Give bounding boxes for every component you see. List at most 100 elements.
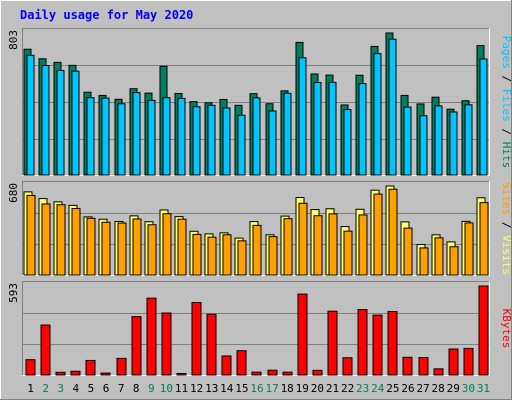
sites-bar-fill xyxy=(41,203,51,276)
sites-bar xyxy=(434,237,444,276)
files-bar xyxy=(41,65,50,176)
files-bar-fill xyxy=(237,114,246,176)
sites-bar-fill xyxy=(101,221,111,276)
files-bar-fill xyxy=(177,97,186,176)
kbytes-bar xyxy=(221,355,232,376)
sites-bar-fill xyxy=(283,218,293,276)
kbytes-bar-fill xyxy=(418,357,429,376)
kbytes-bar-fill xyxy=(448,348,459,376)
sites-bar-fill xyxy=(388,188,398,276)
x-tick-label: 23 xyxy=(356,382,369,395)
files-bar-fill xyxy=(86,97,95,176)
sites-bar xyxy=(117,222,127,276)
kbytes-bar-fill xyxy=(387,311,398,376)
sites-bar xyxy=(268,236,278,276)
sites-bar-fill xyxy=(298,202,308,276)
kbytes-bar xyxy=(236,350,247,376)
x-tick-label: 3 xyxy=(57,382,64,395)
kbytes-bar xyxy=(55,371,66,376)
hits-files-panel-axis-label-hits: Hits xyxy=(500,142,512,169)
kbytes-bar xyxy=(251,371,262,376)
files-bar xyxy=(388,38,397,176)
sites-bar-fill xyxy=(207,236,217,276)
files-bar-fill xyxy=(147,99,156,176)
x-tick-label: 30 xyxy=(462,382,475,395)
kbytes-bar-fill xyxy=(176,372,187,376)
files-bar-fill xyxy=(434,105,443,176)
files-bar xyxy=(343,109,352,176)
x-tick-label: 14 xyxy=(220,382,234,395)
sites-bar xyxy=(373,193,383,276)
kbytes-bar-fill xyxy=(221,355,232,376)
x-tick-label: 8 xyxy=(133,382,140,395)
x-tick-label: 4 xyxy=(73,382,80,395)
visits-sites-panel-axis-label-sites: Sites xyxy=(500,182,512,215)
kbytes-bar-fill xyxy=(312,369,323,376)
kbytes-bar-fill xyxy=(282,371,293,376)
kbytes-bar-fill xyxy=(236,350,247,376)
kbytes-bar xyxy=(40,324,51,376)
x-tick-label: 2 xyxy=(42,382,49,395)
x-tick-label: 5 xyxy=(88,382,95,395)
kbytes-bar-fill xyxy=(191,302,202,376)
kbytes-bar-fill xyxy=(251,371,262,376)
kbytes-bar xyxy=(357,309,368,376)
kbytes-bar xyxy=(463,347,474,376)
files-bar xyxy=(162,97,171,176)
hits-files-panel-axis-label-separator: / xyxy=(500,69,512,89)
files-bar-fill xyxy=(419,115,428,176)
kbytes-bar-fill xyxy=(146,297,157,376)
kbytes-bar xyxy=(448,348,459,376)
kbytes-bar-fill xyxy=(206,313,217,376)
kbytes-panel: 593 KBytes xyxy=(7,281,512,376)
sites-bar-fill xyxy=(132,218,142,276)
x-tick-label: 15 xyxy=(235,382,248,395)
kbytes-bar-fill xyxy=(478,285,489,376)
hits-files-panel-axis-label: Pages / Files / Hits xyxy=(500,36,512,169)
kbytes-bar xyxy=(342,357,353,376)
sites-bar xyxy=(192,233,202,276)
x-tick-label: 17 xyxy=(265,382,278,395)
kbytes-panel-ymax-label: 593 xyxy=(7,283,20,303)
sites-bar-fill xyxy=(252,224,262,276)
files-bar xyxy=(464,104,473,176)
chart-title: Daily usage for May 2020 xyxy=(20,8,193,22)
kbytes-bar xyxy=(327,310,338,376)
hits-files-panel-ymax-label: 803 xyxy=(7,30,20,50)
kbytes-bar-fill xyxy=(297,293,308,376)
x-tick-label: 19 xyxy=(296,382,309,395)
sites-bar-fill xyxy=(222,234,232,276)
sites-bar xyxy=(207,236,217,276)
sites-bar-fill xyxy=(373,193,383,276)
files-bar-fill xyxy=(252,97,261,176)
kbytes-bar xyxy=(70,370,81,376)
files-bar-fill xyxy=(283,92,292,176)
kbytes-bar-fill xyxy=(100,372,111,376)
sites-bar xyxy=(147,224,157,276)
sites-bar-fill xyxy=(358,214,368,276)
hits-files-panel-axis-label-files: Files xyxy=(500,89,512,122)
sites-bar xyxy=(222,234,232,276)
kbytes-bar xyxy=(372,314,383,376)
files-bar xyxy=(449,111,458,176)
kbytes-bar-fill xyxy=(116,357,127,376)
visits-sites-panel-ymax-label: 680 xyxy=(7,183,20,203)
files-bar-fill xyxy=(479,58,488,176)
files-bar-fill xyxy=(222,107,231,176)
x-tick-label: 28 xyxy=(432,382,445,395)
kbytes-bar-fill xyxy=(372,314,383,376)
kbytes-bar-fill xyxy=(433,368,444,376)
kbytes-bar xyxy=(402,356,413,376)
hits-files-panel-axis-label-pages: Pages xyxy=(500,36,512,69)
sites-bar-fill xyxy=(328,213,338,276)
x-tick-label: 22 xyxy=(341,382,354,395)
kbytes-bar xyxy=(387,311,398,376)
files-bar xyxy=(26,54,35,176)
sites-bar xyxy=(177,218,187,276)
kbytes-bar-fill xyxy=(131,316,142,376)
files-bar-fill xyxy=(449,111,458,176)
files-bar-fill xyxy=(403,106,412,176)
files-bar xyxy=(192,106,201,176)
sites-bar xyxy=(419,247,429,276)
files-bar xyxy=(132,92,141,176)
